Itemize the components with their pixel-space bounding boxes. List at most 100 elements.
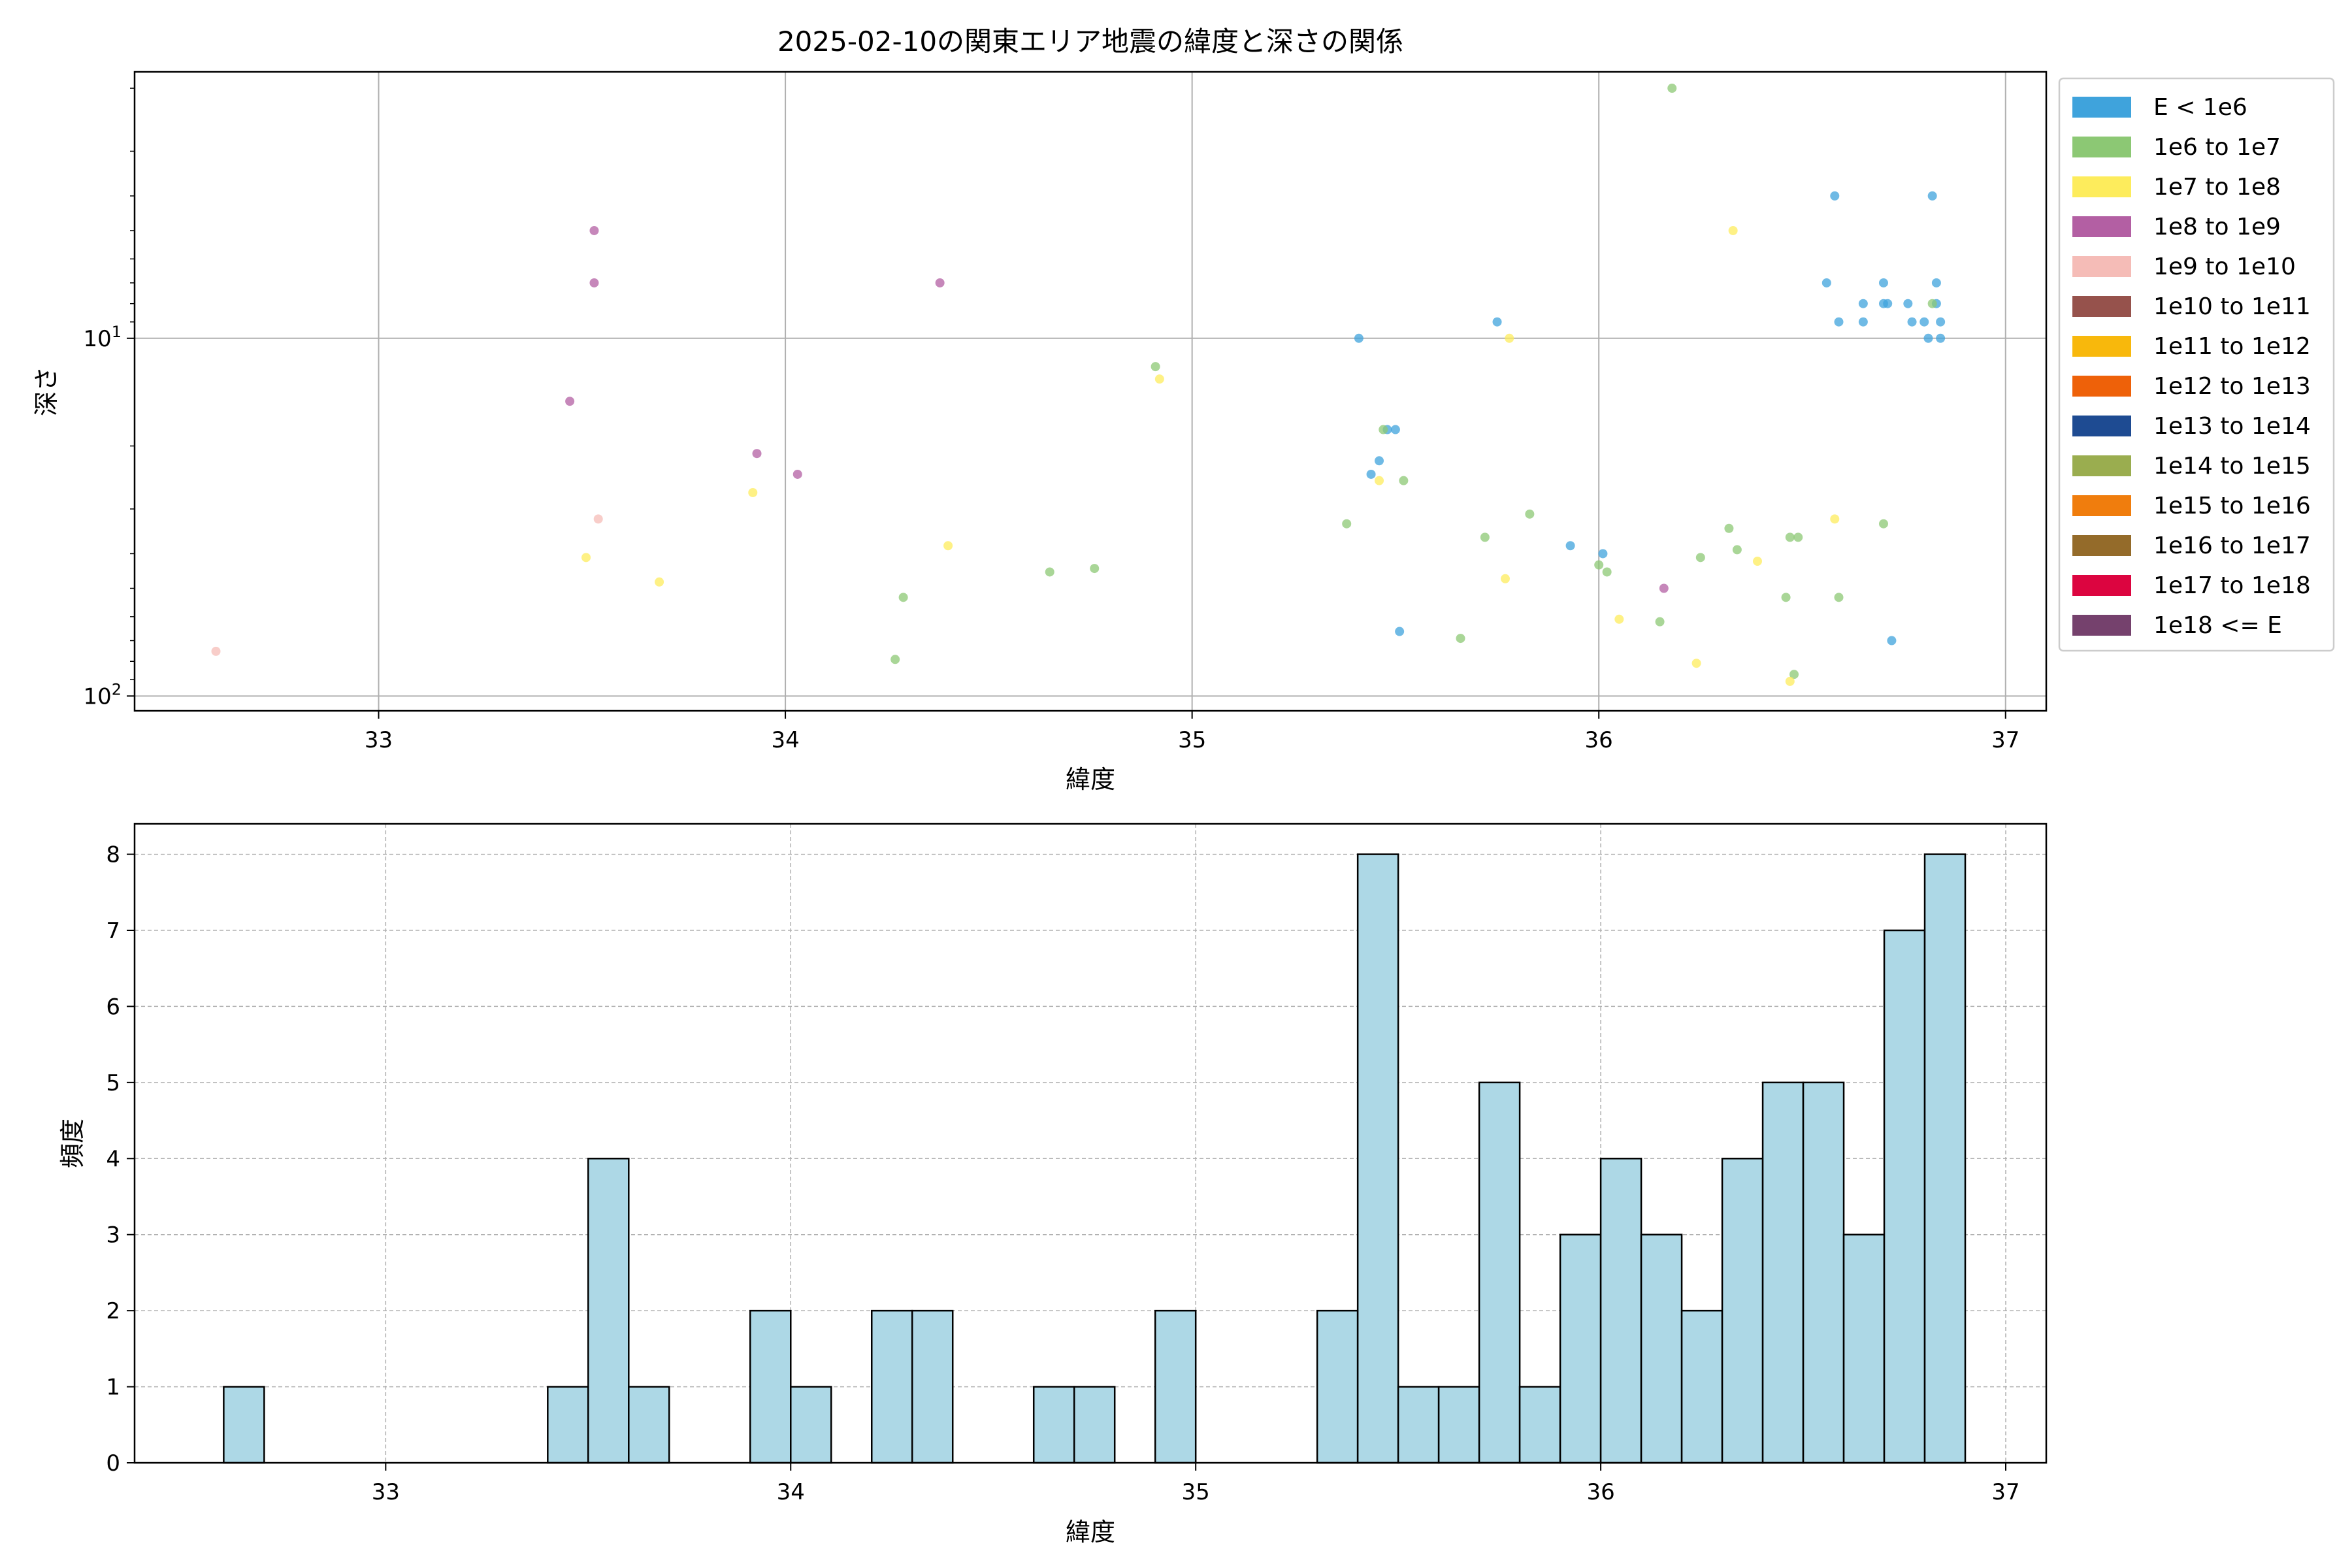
histogram-bar: [1316, 1309, 1359, 1464]
histogram-x-tick-label: 36: [1586, 1479, 1614, 1505]
scatter-point: [1903, 299, 1913, 308]
histogram-bar: [587, 1158, 630, 1464]
legend-swatch: [2072, 416, 2131, 436]
scatter-point: [1821, 278, 1831, 287]
scatter-point: [581, 553, 591, 563]
legend-label: 1e6 to 1e7: [2153, 134, 2281, 161]
scatter-point: [1830, 514, 1840, 524]
scatter-point: [1659, 583, 1669, 593]
legend-label: 1e13 to 1e14: [2153, 413, 2311, 440]
histogram-bar: [749, 1309, 792, 1464]
legend-swatch: [2072, 535, 2131, 556]
legend-swatch: [2072, 615, 2131, 636]
histogram-bar: [1842, 1233, 1886, 1464]
histogram-bar: [1802, 1081, 1845, 1464]
histogram-y-axis: 0 1 2 3 4 5 6 7 8: [106, 842, 135, 1477]
histogram-bars: [223, 853, 1967, 1464]
histogram-bar: [1680, 1309, 1723, 1464]
scatter-point: [655, 577, 664, 587]
scatter-chart: 2025-02-10の関東エリア地震の緯度と深さの関係 33 34 35 36 37 1…: [32, 25, 2335, 794]
scatter-point: [1667, 84, 1677, 93]
scatter-point: [1919, 317, 1929, 327]
scatter-point: [1614, 614, 1624, 624]
scatter-point: [1691, 659, 1701, 668]
histogram-bar: [1518, 1386, 1561, 1464]
histogram-bar: [1154, 1309, 1197, 1464]
scatter-point: [1781, 593, 1791, 602]
scatter-point: [1834, 593, 1844, 602]
histogram-bar: [1356, 853, 1399, 1464]
scatter-point: [748, 487, 758, 497]
scatter-point: [943, 541, 953, 551]
scatter-point: [1492, 317, 1502, 327]
scatter-x-tick-label: 37: [1991, 727, 2019, 753]
scatter-point: [1151, 362, 1160, 372]
legend-swatch: [2072, 97, 2131, 118]
scatter-point: [1456, 634, 1465, 644]
scatter-point: [1878, 278, 1888, 287]
scatter-point: [1375, 476, 1384, 485]
histogram-bar: [1883, 929, 1926, 1464]
legend-swatch: [2072, 176, 2131, 197]
scatter-plot-frame: [133, 71, 2048, 712]
legend-label: 1e9 to 1e10: [2153, 253, 2296, 280]
scatter-point: [1602, 567, 1612, 577]
scatter-point: [1594, 560, 1604, 570]
scatter-point: [1090, 564, 1100, 574]
scatter-point: [935, 278, 945, 287]
legend-frame: [2058, 77, 2335, 652]
scatter-title: 2025-02-10の関東エリア地震の緯度と深さの関係: [777, 25, 1403, 57]
scatter-point: [1379, 425, 1388, 434]
histogram-bar: [1073, 1386, 1116, 1464]
histogram-bar: [1721, 1158, 1764, 1464]
scatter-point: [1525, 509, 1535, 519]
scatter-x-axis: 33 34 35 36 37: [365, 711, 2019, 753]
scatter-x-label: 緯度: [1066, 765, 1115, 794]
legend-swatch: [2072, 336, 2131, 357]
histogram-bar: [1437, 1386, 1480, 1464]
scatter-point: [1732, 545, 1742, 555]
histogram-bar: [223, 1386, 265, 1464]
scatter-point: [1878, 519, 1888, 529]
scatter-y-tick-label: 102: [83, 680, 122, 710]
histogram-y-tick-label: 8: [106, 842, 120, 868]
legend-swatch: [2072, 216, 2131, 237]
histogram-y-tick-label: 6: [106, 994, 120, 1020]
scatter-point: [1501, 574, 1511, 583]
scatter-point: [1883, 299, 1893, 308]
histogram-x-tick-label: 33: [372, 1479, 400, 1505]
legend-swatch: [2072, 495, 2131, 516]
scatter-point: [1752, 557, 1762, 566]
scatter-point: [1927, 299, 1937, 308]
scatter-point: [1785, 532, 1795, 542]
scatter-point: [890, 655, 900, 664]
scatter-point: [1480, 532, 1490, 542]
histogram-bar: [628, 1386, 670, 1464]
histogram-bar: [790, 1386, 832, 1464]
histogram-y-label: 頻度: [58, 1119, 87, 1168]
histogram-y-tick-label: 1: [106, 1375, 120, 1401]
legend-label: E < 1e6: [2153, 94, 2247, 121]
scatter-point: [1375, 456, 1384, 466]
scatter-point: [1789, 670, 1799, 679]
scatter-point: [1505, 333, 1514, 343]
scatter-point: [1887, 636, 1897, 645]
scatter-gridlines: [135, 72, 2046, 711]
scatter-point: [589, 278, 599, 287]
legend-swatch: [2072, 256, 2131, 277]
scatter-x-tick-label: 36: [1585, 727, 1613, 753]
histogram-bar: [1559, 1233, 1602, 1464]
histogram-bar: [547, 1386, 589, 1464]
scatter-point: [1927, 191, 1937, 201]
scatter-point: [1598, 549, 1608, 559]
legend-label: 1e16 to 1e17: [2153, 532, 2311, 559]
histogram-bar: [1923, 853, 1967, 1464]
legend-label: 1e12 to 1e13: [2153, 373, 2311, 400]
scatter-point: [1728, 225, 1738, 235]
scatter-point: [752, 449, 762, 459]
scatter-point: [898, 593, 908, 602]
legend-label: 1e10 to 1e11: [2153, 293, 2311, 320]
scatter-point: [1834, 317, 1844, 327]
scatter-point: [1390, 425, 1400, 434]
